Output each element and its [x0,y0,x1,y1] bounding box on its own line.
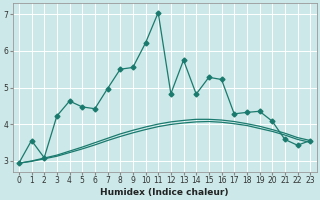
X-axis label: Humidex (Indice chaleur): Humidex (Indice chaleur) [100,188,229,197]
